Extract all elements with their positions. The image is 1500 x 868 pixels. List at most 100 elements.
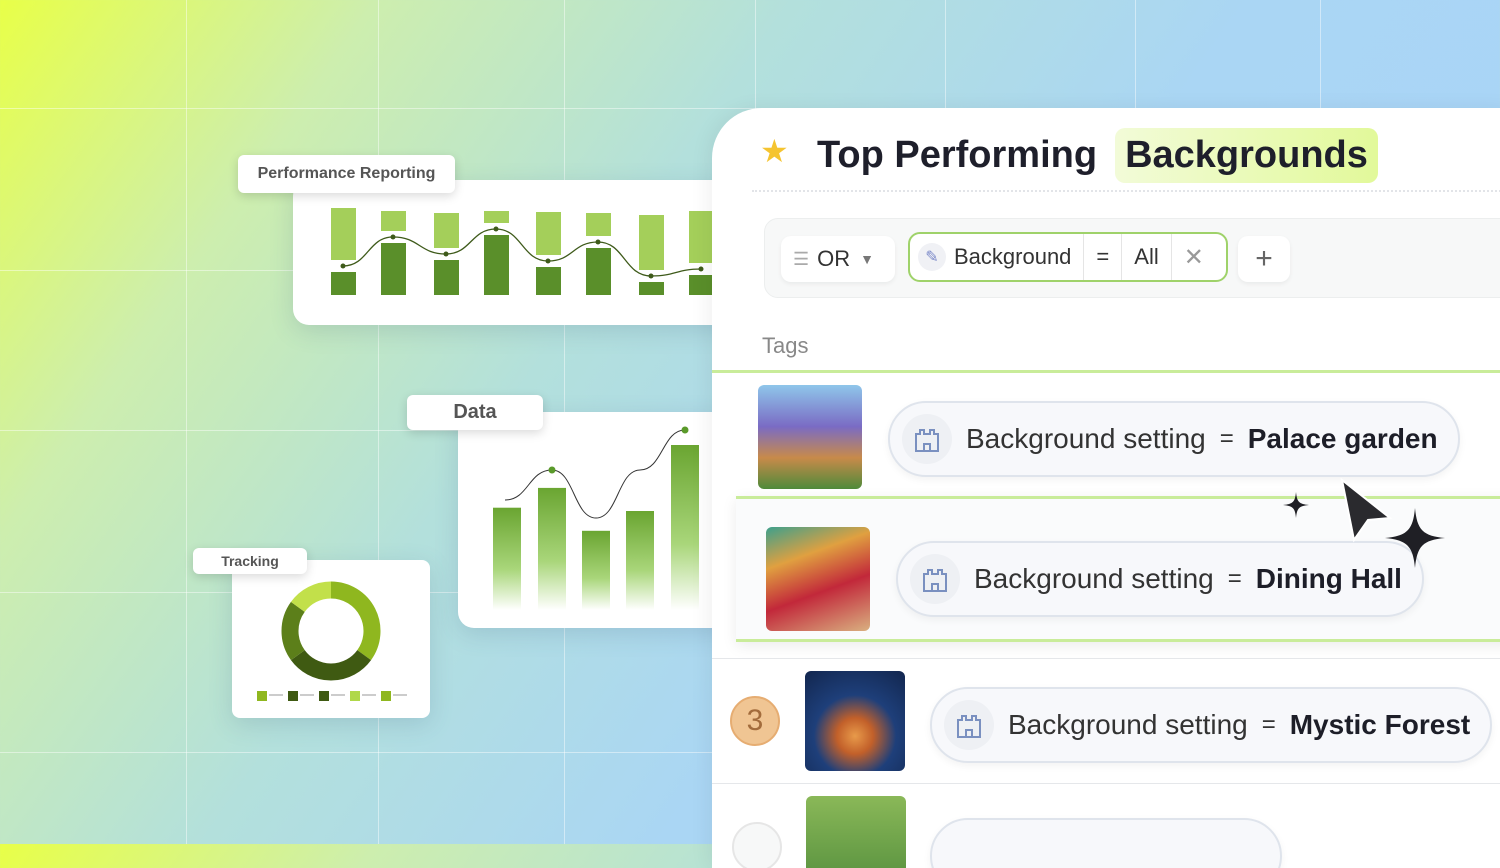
bar <box>538 487 566 610</box>
tag-value: Dining Hall <box>1255 563 1402 594</box>
donut-slice <box>281 601 305 661</box>
bar <box>671 445 699 610</box>
dining-hall-thumbnail <box>766 527 870 631</box>
top-backgrounds-panel: ★ Top Performing Backgrounds ☰ OR ▼ ✎ Bac… <box>712 108 1500 868</box>
legend-swatch <box>319 691 329 701</box>
bar-dark <box>536 267 561 295</box>
bar-dark <box>484 235 509 295</box>
legend-text <box>393 694 407 696</box>
legend-text <box>300 694 314 696</box>
tag-pill[interactable]: Background setting = Mystic Forest <box>930 687 1493 763</box>
bar-dark <box>381 243 406 295</box>
title-text: Top Performing <box>817 134 1098 176</box>
rank-badge <box>732 822 782 868</box>
filter-operator: = <box>1084 234 1123 280</box>
tag-value: Palace garden <box>1247 423 1438 454</box>
trend-point <box>340 263 346 269</box>
bar-light <box>689 211 714 263</box>
palace-garden-thumbnail <box>758 385 862 489</box>
castle-icon <box>910 554 960 604</box>
close-icon[interactable]: ✕ <box>1183 243 1204 271</box>
mystic-forest-thumbnail <box>805 671 905 771</box>
donut-slice <box>330 581 381 661</box>
legend-swatch <box>381 691 391 701</box>
star-icon: ★ <box>760 133 789 169</box>
trend-point <box>595 239 601 245</box>
sparkle-icon <box>1385 508 1445 568</box>
list-item[interactable] <box>712 783 1500 868</box>
bar-dark <box>639 282 664 295</box>
trend-point <box>698 266 704 272</box>
add-filter-button[interactable]: + <box>1238 236 1290 282</box>
bar-light <box>381 211 406 231</box>
filter-value[interactable]: All <box>1122 234 1172 280</box>
tracking-card <box>232 560 430 718</box>
bar-light <box>536 212 561 255</box>
data-chart <box>493 426 699 610</box>
bar-light <box>586 213 611 236</box>
operator-dropdown[interactable]: ☰ OR ▼ <box>781 236 895 282</box>
tag-pill[interactable] <box>930 818 1282 868</box>
castle-icon <box>902 414 952 464</box>
trend-point <box>545 258 551 264</box>
brush-icon: ✎ <box>918 243 946 271</box>
rank-badge: 3 <box>730 696 780 746</box>
title-highlight: Backgrounds <box>1115 128 1378 183</box>
bar-light <box>484 211 509 223</box>
bar-dark <box>689 275 714 295</box>
bar-light <box>639 215 664 270</box>
chevron-down-icon: ▼ <box>860 251 874 267</box>
filter-chip[interactable]: ✎ Background = All ✕ <box>908 232 1228 282</box>
bar <box>582 530 610 610</box>
legend-swatch <box>288 691 298 701</box>
legend-text <box>331 694 345 696</box>
performance-chart <box>331 208 714 295</box>
operator-value: OR <box>817 246 851 271</box>
legend-text <box>269 694 283 696</box>
bar <box>493 507 521 610</box>
page-title: Top Performing Backgrounds <box>817 128 1378 183</box>
trend-line <box>342 228 702 277</box>
trend-point <box>648 273 654 279</box>
trend-point <box>443 251 449 257</box>
tracking-label: Tracking <box>193 548 307 574</box>
tag-eq: = <box>1219 425 1234 452</box>
donut-slice <box>290 581 332 613</box>
garden-thumbnail <box>806 796 906 868</box>
sparkle-small-icon <box>1283 492 1309 518</box>
performance-card <box>293 180 751 325</box>
trend-point <box>493 226 499 232</box>
data-label: Data <box>407 395 543 430</box>
sliders-icon: ☰ <box>793 248 810 269</box>
legend-text <box>362 694 376 696</box>
tag-key: Background setting <box>966 423 1206 454</box>
tag-pill[interactable]: Background setting = Palace garden <box>888 401 1460 477</box>
list-item[interactable]: 3 Background setting = Mystic Forest <box>712 658 1500 783</box>
bar-dark <box>586 248 611 295</box>
divider <box>752 190 1500 192</box>
bar-light <box>434 213 459 248</box>
bar-dark <box>434 260 459 295</box>
list-item[interactable]: Background setting = Palace garden <box>712 370 1500 500</box>
castle-icon <box>944 700 994 750</box>
trend-point <box>681 426 689 434</box>
trend-line <box>504 429 686 519</box>
performance-label: Performance Reporting <box>238 155 455 193</box>
data-card <box>458 412 735 628</box>
trend-point <box>548 466 556 474</box>
tags-label: Tags <box>762 333 809 358</box>
filter-field: Background <box>954 244 1072 269</box>
tag-key: Background setting <box>1008 709 1248 740</box>
filter-bar: ☰ OR ▼ ✎ Background = All ✕ + <box>764 218 1500 298</box>
bar-light <box>331 208 356 260</box>
trend-point <box>390 234 396 240</box>
tag-value: Mystic Forest <box>1289 709 1471 740</box>
tag-pill[interactable]: Background setting = Dining Hall <box>896 541 1424 617</box>
tag-eq: = <box>1227 565 1242 592</box>
tracking-donut <box>257 581 407 701</box>
tag-key: Background setting <box>974 563 1214 594</box>
cursor-icon <box>1340 478 1393 543</box>
legend-swatch <box>257 691 267 701</box>
bar <box>626 511 654 610</box>
tag-eq: = <box>1261 711 1276 738</box>
